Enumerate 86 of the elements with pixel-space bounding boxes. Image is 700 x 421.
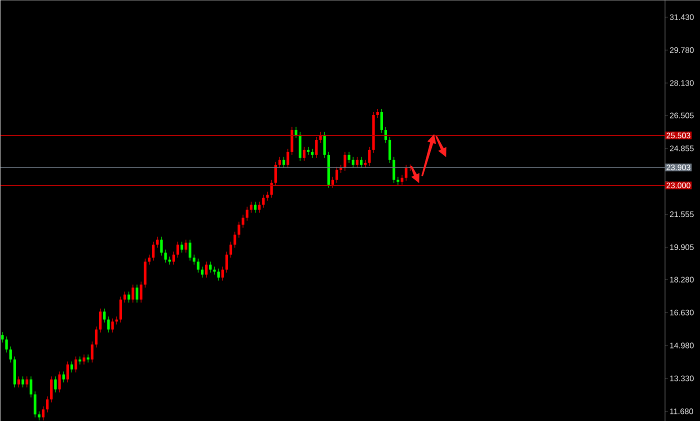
candlestick bbox=[352, 156, 354, 168]
candlestick bbox=[128, 291, 130, 303]
candlestick bbox=[119, 296, 122, 323]
candlestick bbox=[368, 146, 371, 166]
candlestick bbox=[140, 281, 142, 303]
candlestick bbox=[388, 136, 392, 164]
candlestick bbox=[278, 156, 282, 168]
candlestick bbox=[282, 156, 286, 168]
candlestick bbox=[66, 361, 69, 383]
candlestick bbox=[26, 376, 28, 388]
candlestick bbox=[360, 156, 363, 168]
candlestick bbox=[298, 132, 302, 162]
candlestick bbox=[344, 152, 346, 172]
candlestick bbox=[152, 241, 155, 261]
candlestick bbox=[396, 176, 400, 186]
candlestick bbox=[331, 176, 334, 188]
candlestick bbox=[82, 354, 86, 365]
candlestick bbox=[376, 108, 379, 118]
candlestick bbox=[315, 136, 318, 158]
candlestick bbox=[392, 156, 396, 184]
candlestick bbox=[90, 341, 94, 363]
candlestick bbox=[323, 132, 326, 158]
candlestick bbox=[184, 239, 188, 253]
candlestick bbox=[176, 241, 180, 258]
candlestick bbox=[74, 356, 78, 373]
candlestick bbox=[213, 266, 216, 275]
candlestick bbox=[335, 166, 338, 184]
candlestick bbox=[294, 126, 298, 138]
candlestick bbox=[46, 396, 49, 413]
candlestick bbox=[221, 266, 224, 281]
candlestick bbox=[192, 254, 196, 265]
candlestick bbox=[42, 406, 45, 421]
candlestick bbox=[172, 251, 176, 265]
candlestick bbox=[188, 239, 192, 261]
candlestick bbox=[217, 268, 220, 281]
candlestick bbox=[58, 371, 61, 393]
candlestick bbox=[400, 174, 404, 186]
candlestick bbox=[123, 291, 126, 303]
candlestick bbox=[348, 152, 350, 164]
candlestick bbox=[356, 156, 358, 168]
candlestick bbox=[258, 201, 261, 213]
candlestick bbox=[111, 318, 114, 333]
candlestick bbox=[5, 336, 8, 353]
candlestick bbox=[107, 316, 110, 333]
candlestick bbox=[132, 284, 134, 303]
candlestick bbox=[238, 221, 240, 238]
candlestick bbox=[34, 391, 36, 418]
candlestick bbox=[290, 126, 294, 156]
candlestick bbox=[86, 354, 90, 363]
candlestick bbox=[225, 251, 228, 273]
candlestick bbox=[180, 241, 184, 253]
candlestick bbox=[229, 241, 232, 258]
candlestick bbox=[250, 201, 252, 213]
candlestick bbox=[103, 308, 106, 323]
candlestick bbox=[266, 191, 269, 202]
candlestick bbox=[144, 258, 146, 288]
candlestick bbox=[1, 332, 4, 343]
candlestick bbox=[262, 194, 265, 208]
candlestick bbox=[17, 376, 20, 388]
candlestick bbox=[99, 308, 102, 333]
candlestick bbox=[54, 376, 57, 393]
candlestick bbox=[196, 258, 200, 273]
candlestick bbox=[22, 376, 24, 388]
candlestick bbox=[254, 201, 257, 213]
candlestick bbox=[160, 236, 163, 256]
candlestick bbox=[70, 361, 74, 373]
candlestick bbox=[9, 346, 12, 363]
candlestick bbox=[209, 261, 212, 273]
candlestick bbox=[164, 249, 167, 263]
candlestick bbox=[380, 108, 383, 134]
candlestick bbox=[274, 162, 277, 186]
candlestick bbox=[136, 284, 138, 303]
candlestick bbox=[62, 371, 65, 383]
candlestick bbox=[30, 376, 32, 398]
candlestick bbox=[205, 261, 208, 278]
candlestick bbox=[200, 266, 204, 278]
candlestick bbox=[156, 236, 159, 248]
candlestick bbox=[94, 326, 98, 348]
candlestick bbox=[246, 206, 248, 221]
candlestick bbox=[234, 231, 236, 248]
candlestick bbox=[242, 214, 244, 228]
candlestick bbox=[148, 254, 151, 265]
candlestick bbox=[286, 148, 290, 168]
candlestick bbox=[404, 164, 408, 182]
candlestick bbox=[302, 146, 306, 162]
candlestick bbox=[50, 376, 53, 403]
